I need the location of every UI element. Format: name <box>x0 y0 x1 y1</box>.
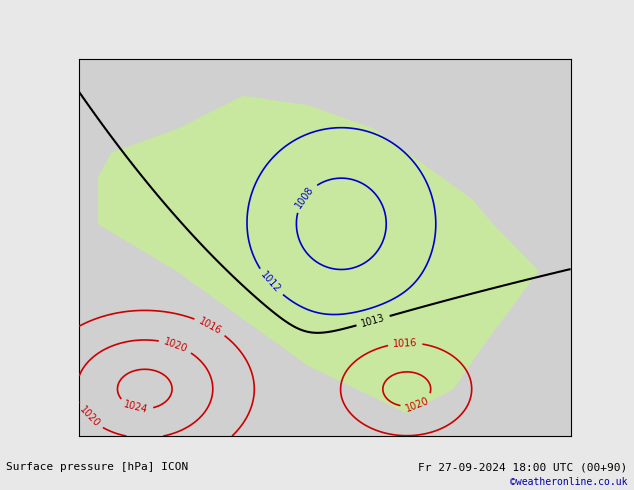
Text: Surface pressure [hPa] ICON: Surface pressure [hPa] ICON <box>6 463 188 472</box>
Text: 1020: 1020 <box>77 405 101 429</box>
Text: 1013: 1013 <box>360 313 386 329</box>
Text: 1020: 1020 <box>162 336 189 354</box>
Text: 1016: 1016 <box>197 316 223 337</box>
Text: ©weatheronline.co.uk: ©weatheronline.co.uk <box>510 477 628 487</box>
Polygon shape <box>99 97 538 413</box>
Text: 1024: 1024 <box>123 400 149 416</box>
Text: 1020: 1020 <box>404 395 431 414</box>
Text: 1016: 1016 <box>392 338 418 349</box>
Text: 1008: 1008 <box>294 184 316 210</box>
Text: Fr 27-09-2024 18:00 UTC (00+90): Fr 27-09-2024 18:00 UTC (00+90) <box>418 463 628 472</box>
Text: 1012: 1012 <box>259 270 282 295</box>
